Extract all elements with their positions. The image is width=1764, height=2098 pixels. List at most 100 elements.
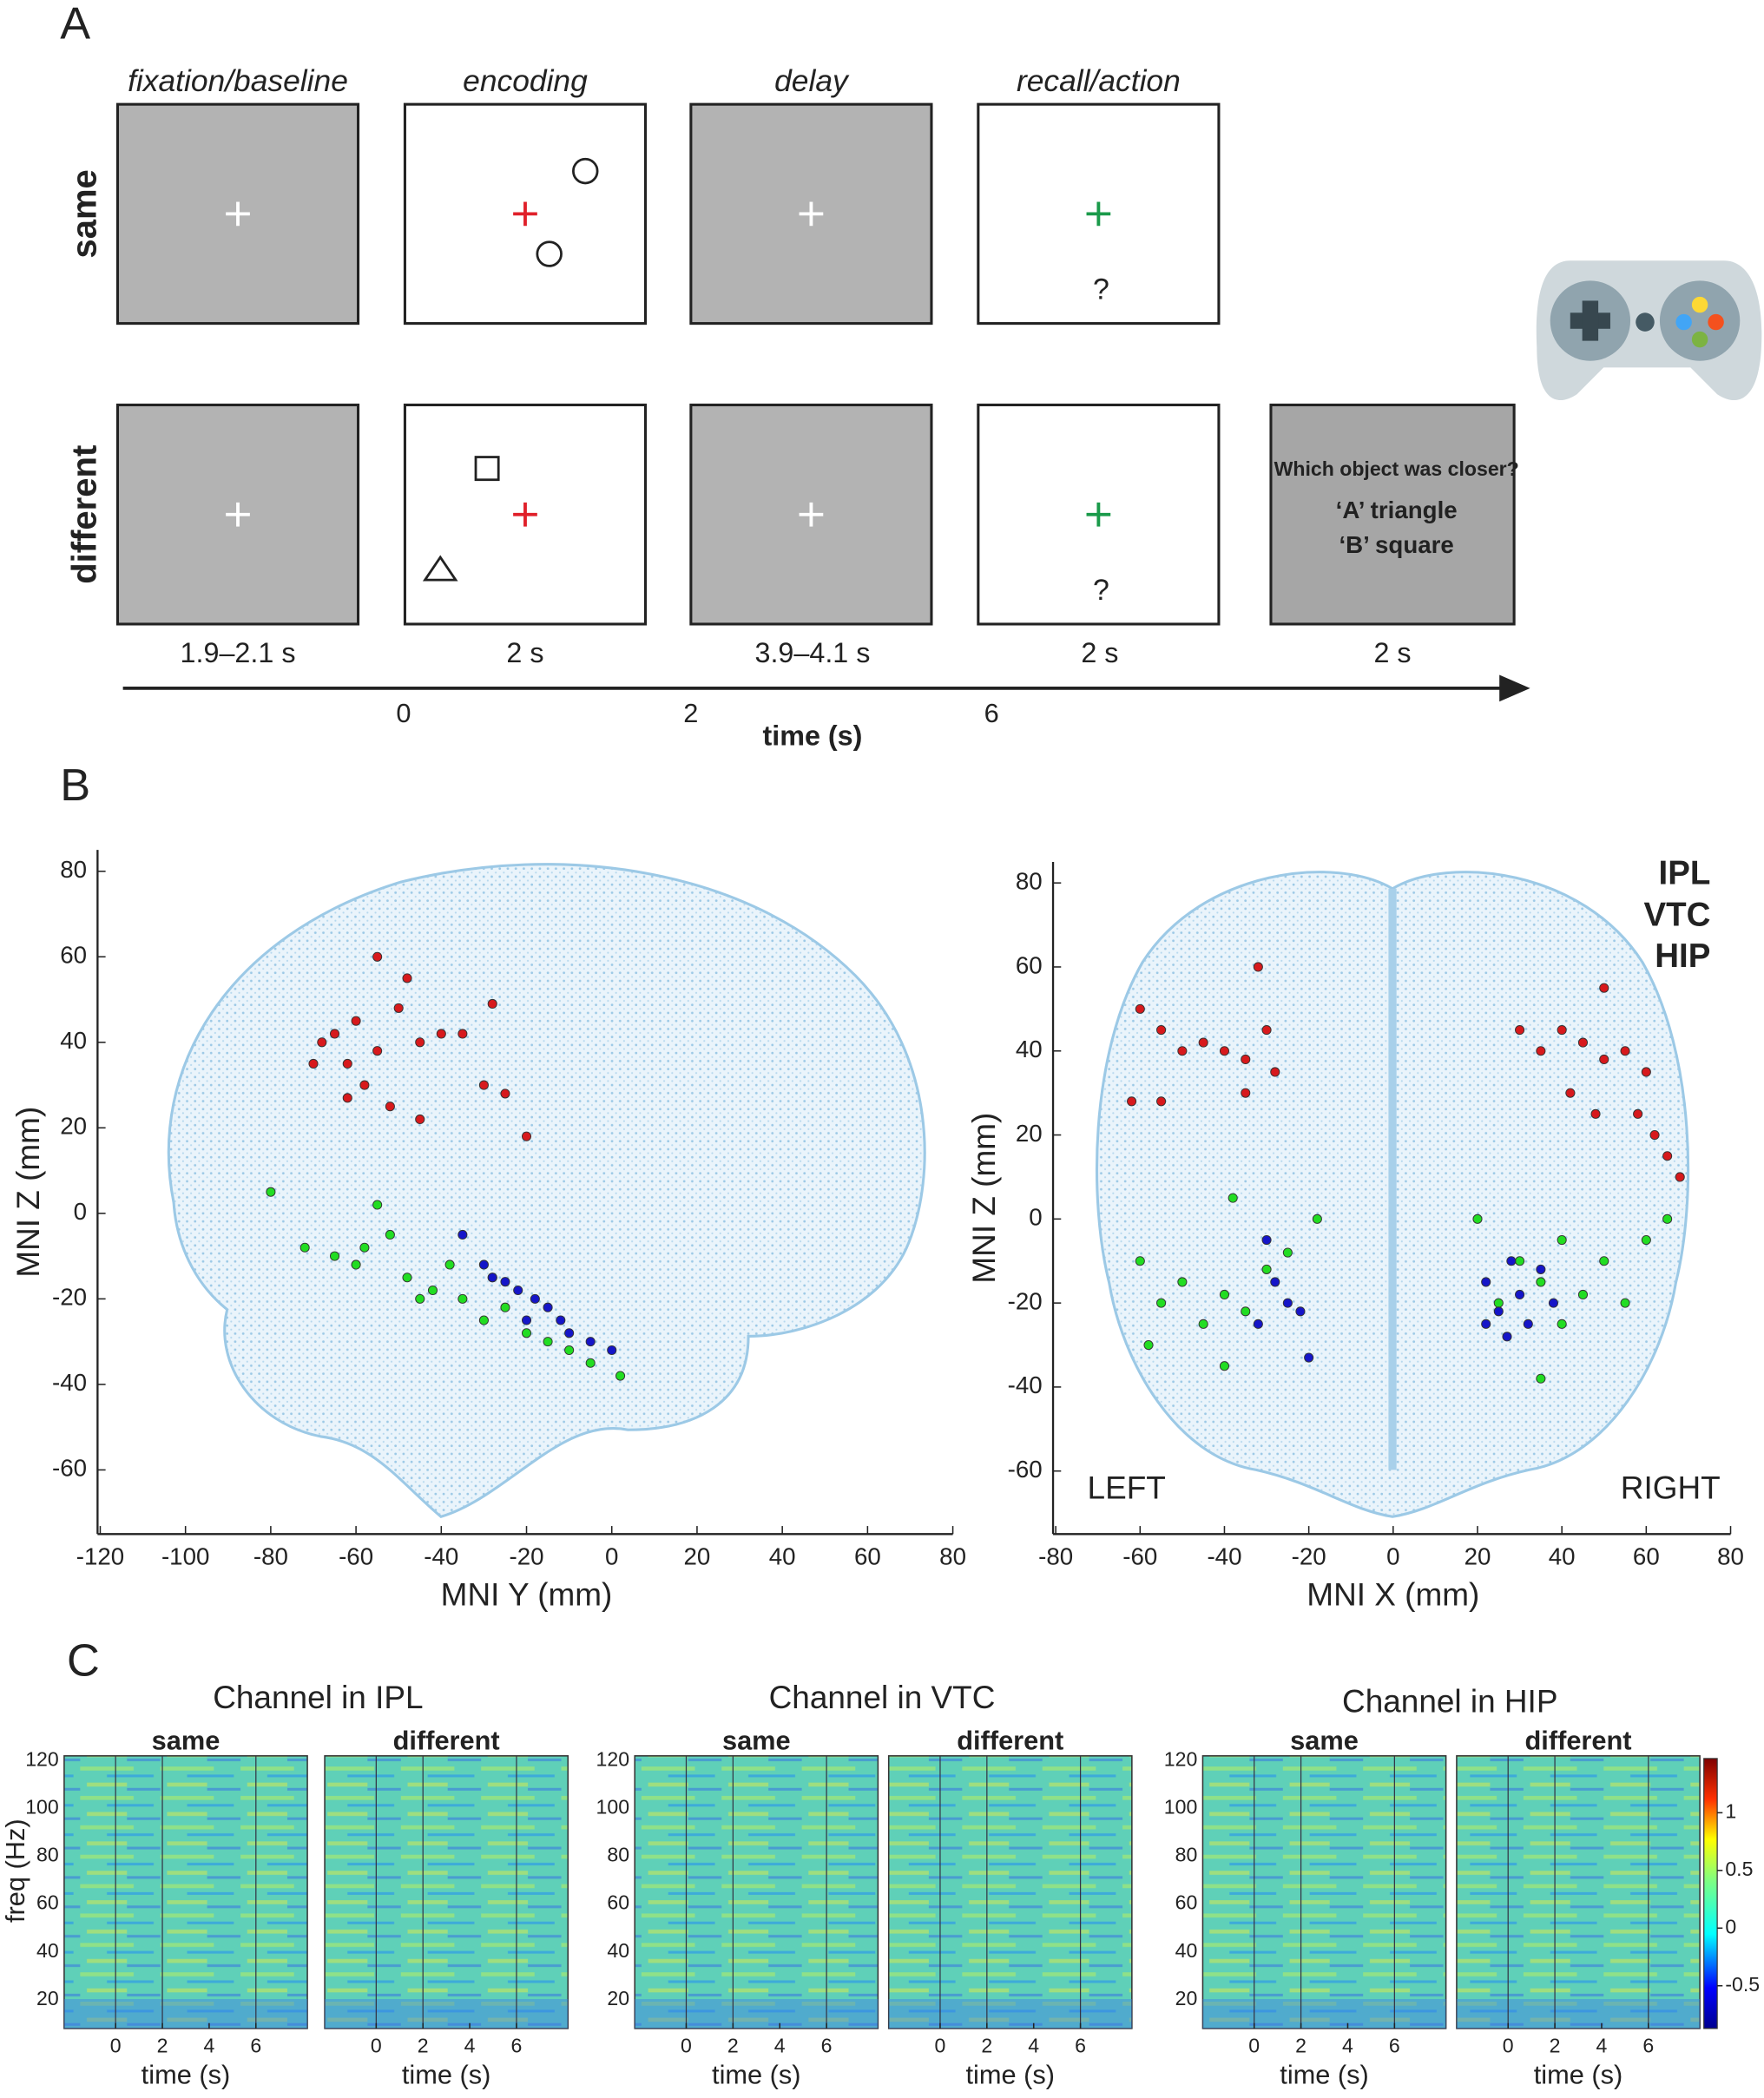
y-tick-label: -60 — [1008, 1456, 1043, 1483]
electrode-point — [564, 1345, 575, 1356]
electrode-point — [1156, 1096, 1167, 1107]
hemisphere-label: LEFT — [1088, 1470, 1166, 1505]
electrode-point — [585, 1358, 596, 1368]
y-tick-label: 20 — [60, 1113, 87, 1140]
panel-label: A — [60, 0, 90, 49]
electrode-point — [1599, 1256, 1609, 1266]
y-tick-label: 20 — [1175, 1987, 1198, 2009]
time-tick-label: 2 — [683, 698, 698, 728]
spectrogram — [324, 1755, 569, 2029]
x-tick-label: 0 — [935, 2035, 946, 2057]
electrode-point — [513, 1285, 523, 1296]
question-option: ‘A’ triangle — [1336, 497, 1458, 523]
electrode-point — [1633, 1108, 1643, 1119]
electrode-point — [1270, 1067, 1280, 1077]
y-tick-label: 0 — [1029, 1204, 1042, 1231]
panel-label: C — [67, 1635, 100, 1686]
x-tick-label: -40 — [1207, 1542, 1241, 1569]
electrode-point — [1127, 1096, 1137, 1107]
x-tick-label: -120 — [76, 1542, 124, 1569]
y-tick-label: 60 — [607, 1891, 629, 1914]
electrode-point — [478, 1080, 489, 1090]
condition-label: different — [66, 445, 104, 584]
spectrogram-low-band — [635, 1999, 879, 2029]
x-axis-label: time (s) — [966, 2059, 1056, 2089]
heatmap-title: Channel in IPL — [213, 1680, 423, 1715]
electrode-point — [1261, 1025, 1272, 1036]
electrode-point — [342, 1093, 352, 1103]
electrode-point — [1515, 1256, 1525, 1266]
electrode-point — [1219, 1289, 1230, 1299]
electrode-point — [436, 1029, 446, 1039]
electrode-point — [372, 951, 383, 962]
y-tick-label: 120 — [596, 1747, 630, 1770]
condition-title: different — [1524, 1726, 1631, 1756]
x-tick-label: 40 — [1549, 1542, 1576, 1569]
x-tick-label: 6 — [250, 2035, 261, 2057]
electrode-point — [385, 1102, 395, 1112]
y-tick-label: 80 — [60, 856, 87, 883]
colorbar-tick-label: -0.5 — [1725, 1973, 1760, 1996]
electrode-point — [427, 1285, 438, 1296]
heatmap-title: Channel in HIP — [1342, 1684, 1557, 1720]
condition-title: different — [957, 1726, 1063, 1756]
stimulus-circle — [536, 240, 563, 267]
electrode-point — [1135, 1256, 1145, 1266]
phase-title: fixation/baseline — [128, 63, 348, 98]
x-tick-label: -80 — [253, 1542, 288, 1569]
electrode-point — [1577, 1037, 1589, 1048]
y-tick-label: 60 — [60, 942, 87, 969]
spectrogram-low-band — [325, 1999, 569, 2029]
x-tick-label: 4 — [464, 2035, 476, 2057]
x-tick-label: 0 — [1503, 2035, 1514, 2057]
y-tick-label: -20 — [52, 1284, 87, 1311]
electrode-point — [1493, 1306, 1504, 1317]
electrode-point — [1282, 1298, 1293, 1308]
time-arrowhead — [1499, 674, 1530, 702]
x-tick-label: 6 — [1389, 2035, 1400, 2057]
x-tick-label: 80 — [939, 1542, 966, 1569]
electrode-point — [359, 1080, 370, 1090]
y-tick-label: 60 — [1016, 951, 1043, 978]
x-tick-label: -20 — [510, 1542, 544, 1569]
duration-label: 3.9–4.1 s — [754, 637, 870, 668]
x-axis-label: time (s) — [402, 2059, 491, 2089]
electrode-point — [359, 1242, 370, 1253]
electrode-point — [1241, 1054, 1251, 1064]
electrode-point — [266, 1187, 276, 1197]
question-screen — [1269, 403, 1516, 626]
x-axis-label: MNI Y (mm) — [441, 1576, 613, 1612]
legend-entry: IPL — [1659, 855, 1711, 892]
x-axis-label: time (s) — [1534, 2059, 1623, 2089]
spectrogram — [1456, 1755, 1701, 2029]
electrode-point — [308, 1058, 319, 1069]
heatmap-title: Channel in VTC — [769, 1680, 996, 1715]
electrode-point — [393, 1003, 404, 1013]
x-tick-label: -20 — [1292, 1542, 1326, 1569]
condition-title: same — [722, 1726, 791, 1756]
x-tick-label: 6 — [511, 2035, 523, 2057]
electrode-point — [372, 1046, 383, 1056]
x-axis-label: MNI X (mm) — [1307, 1576, 1479, 1612]
question-option: ‘B’ square — [1339, 531, 1453, 558]
electrode-point — [1548, 1298, 1558, 1308]
x-tick-label: -60 — [339, 1542, 373, 1569]
electrode-point — [1219, 1361, 1230, 1371]
y-tick-label: -40 — [1008, 1371, 1043, 1398]
electrode-point — [1261, 1234, 1272, 1246]
electrode-point — [1295, 1306, 1306, 1317]
electrode-point — [487, 1273, 497, 1283]
electrode-point — [543, 1337, 553, 1347]
x-tick-label: 0 — [110, 2035, 122, 2057]
x-axis-label: time (s) — [712, 2059, 801, 2089]
electrode-point — [1675, 1172, 1685, 1182]
electrode-point — [1536, 1277, 1546, 1287]
electrode-point — [1135, 1003, 1145, 1014]
electrode-point — [1253, 1319, 1263, 1329]
electrode-point — [478, 1259, 489, 1270]
x-tick-label: -60 — [1122, 1542, 1157, 1569]
electrode-point — [1156, 1298, 1167, 1308]
electrode-point — [1261, 1264, 1272, 1274]
condition-title: same — [1290, 1726, 1359, 1756]
y-tick-label: 40 — [1175, 1939, 1198, 1962]
